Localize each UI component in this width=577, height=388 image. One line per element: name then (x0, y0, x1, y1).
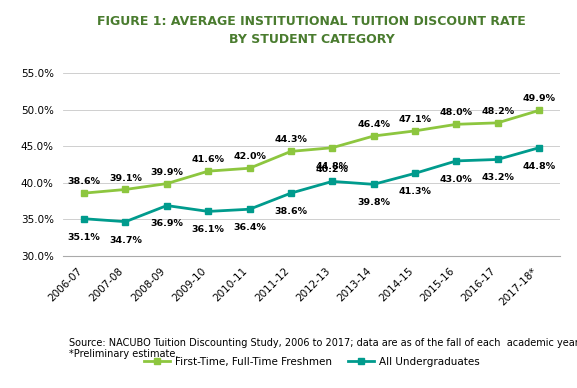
Text: 48.0%: 48.0% (440, 108, 473, 117)
Legend: First-Time, Full-Time Freshmen, All Undergraduates: First-Time, Full-Time Freshmen, All Unde… (140, 353, 484, 371)
Text: 44.3%: 44.3% (275, 135, 308, 144)
Text: 42.0%: 42.0% (233, 152, 266, 161)
Text: 38.6%: 38.6% (68, 177, 100, 186)
Text: 34.7%: 34.7% (109, 236, 142, 244)
Text: 41.6%: 41.6% (192, 155, 224, 164)
Text: Source: NACUBO Tuition Discounting Study, 2006 to 2017; data are as of the fall : Source: NACUBO Tuition Discounting Study… (69, 338, 577, 359)
Text: 36.4%: 36.4% (233, 223, 266, 232)
Text: 38.6%: 38.6% (275, 207, 308, 216)
Text: 39.8%: 39.8% (357, 198, 390, 207)
Text: 49.9%: 49.9% (523, 94, 556, 104)
Text: 44.8%: 44.8% (522, 162, 556, 171)
Text: 47.1%: 47.1% (399, 115, 432, 124)
Text: 40.2%: 40.2% (316, 165, 349, 175)
Text: 41.3%: 41.3% (399, 187, 432, 196)
Text: 48.2%: 48.2% (481, 107, 514, 116)
Text: 39.1%: 39.1% (109, 173, 142, 182)
Text: 35.1%: 35.1% (68, 233, 100, 242)
Text: 43.0%: 43.0% (440, 175, 473, 184)
Text: 43.2%: 43.2% (481, 173, 514, 182)
Text: 36.9%: 36.9% (151, 220, 183, 229)
Text: 46.4%: 46.4% (357, 120, 390, 129)
Text: 39.9%: 39.9% (151, 168, 183, 177)
Text: 36.1%: 36.1% (192, 225, 224, 234)
Title: FIGURE 1: AVERAGE INSTITUTIONAL TUITION DISCOUNT RATE
BY STUDENT CATEGORY: FIGURE 1: AVERAGE INSTITUTIONAL TUITION … (97, 15, 526, 46)
Text: 44.8%: 44.8% (316, 162, 349, 171)
